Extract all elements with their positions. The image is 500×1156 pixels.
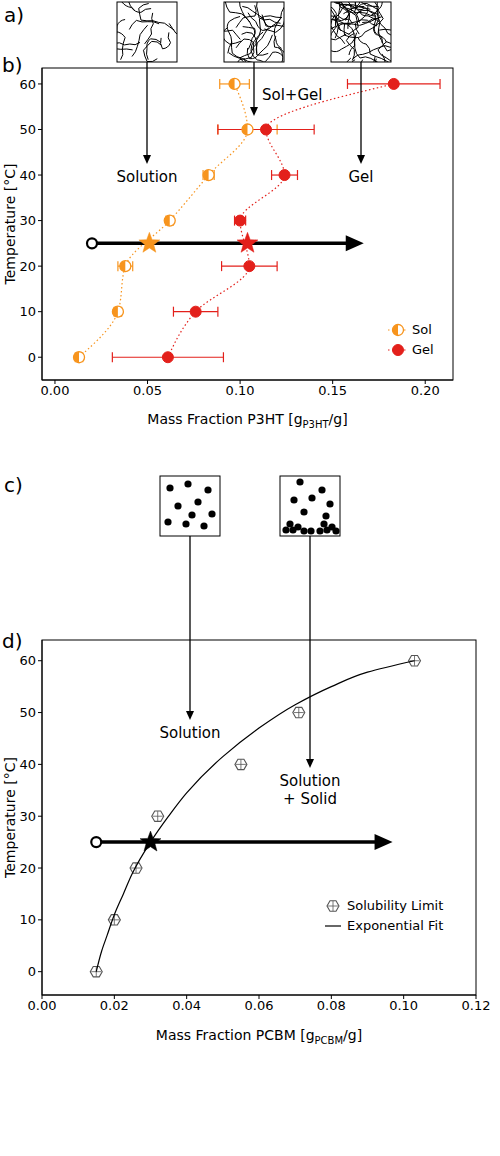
svg-text:Solution: Solution	[159, 724, 220, 742]
svg-text:0.06: 0.06	[245, 998, 274, 1013]
svg-text:c): c)	[4, 473, 23, 497]
svg-text:Exponential Fit: Exponential Fit	[347, 918, 443, 933]
svg-text:40: 40	[19, 168, 36, 183]
svg-text:Mass Fraction PCBM [gPCBM/g]: Mass Fraction PCBM [gPCBM/g]	[156, 1027, 362, 1046]
svg-text:50: 50	[19, 705, 36, 720]
svg-text:20: 20	[19, 259, 36, 274]
svg-text:Mass Fraction P3HT [gP3HT/g]: Mass Fraction P3HT [gP3HT/g]	[147, 411, 347, 430]
svg-text:0.04: 0.04	[172, 998, 201, 1013]
svg-text:0.00: 0.00	[40, 383, 69, 398]
svg-text:0.10: 0.10	[226, 383, 255, 398]
svg-text:20: 20	[19, 861, 36, 876]
svg-text:30: 30	[19, 213, 36, 228]
svg-text:Temperature [°C]: Temperature [°C]	[2, 164, 18, 286]
svg-text:50: 50	[19, 122, 36, 137]
svg-text:0.10: 0.10	[389, 998, 418, 1013]
svg-text:a): a)	[4, 3, 24, 27]
svg-text:0.08: 0.08	[317, 998, 346, 1013]
svg-text:Solution: Solution	[279, 772, 340, 790]
svg-text:0.02: 0.02	[100, 998, 129, 1013]
svg-text:Solubility Limit: Solubility Limit	[347, 898, 443, 913]
svg-text:Solution: Solution	[116, 168, 177, 186]
svg-text:0.00: 0.00	[28, 998, 57, 1013]
svg-text:0: 0	[28, 350, 36, 365]
svg-text:30: 30	[19, 809, 36, 824]
svg-text:Sol+Gel: Sol+Gel	[262, 86, 322, 104]
svg-text:Sol: Sol	[412, 322, 432, 337]
svg-text:b): b)	[2, 53, 23, 77]
svg-text:0.15: 0.15	[318, 383, 347, 398]
svg-text:10: 10	[19, 304, 36, 319]
svg-text:+ Solid: + Solid	[283, 790, 337, 808]
svg-text:0.12: 0.12	[462, 998, 491, 1013]
svg-text:d): d)	[2, 629, 23, 653]
svg-text:0: 0	[28, 964, 36, 979]
svg-text:Gel: Gel	[348, 168, 373, 186]
svg-text:0.20: 0.20	[411, 383, 440, 398]
svg-text:Temperature [°C]: Temperature [°C]	[2, 757, 18, 879]
svg-text:60: 60	[19, 77, 36, 92]
svg-text:0.05: 0.05	[133, 383, 162, 398]
svg-text:40: 40	[19, 757, 36, 772]
svg-text:60: 60	[19, 653, 36, 668]
svg-text:Gel: Gel	[412, 342, 434, 357]
svg-text:10: 10	[19, 912, 36, 927]
